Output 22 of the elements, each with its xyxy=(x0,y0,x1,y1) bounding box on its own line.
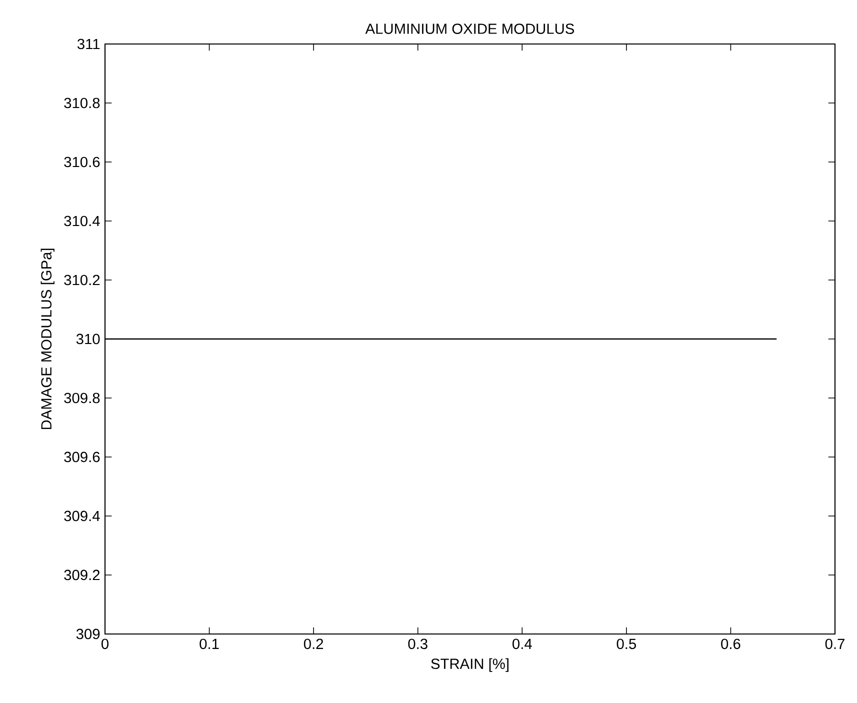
x-tick-label: 0 xyxy=(101,638,108,650)
y-tick-label: 309.2 xyxy=(64,570,100,580)
y-tick-label: 309.6 xyxy=(64,452,100,462)
x-tick-label: 0.2 xyxy=(304,638,324,650)
y-tick-label: 309.8 xyxy=(64,392,100,404)
chart-title: ALUMINIUM OXIDE MODULUS xyxy=(365,24,574,34)
y-tick-label: 310.8 xyxy=(64,98,100,108)
x-tick-label: 0.6 xyxy=(721,638,740,650)
y-tick-label: 310.4 xyxy=(64,216,100,226)
y-tick-label: 310.2 xyxy=(64,274,100,286)
x-axis-title: STRAIN [%] xyxy=(431,658,508,672)
y-tick-label: 310.6 xyxy=(64,156,100,168)
x-tick-label: 0.3 xyxy=(408,638,428,650)
y-tick-label: 310 xyxy=(76,334,100,344)
y-axis-title: DAMAGE MODULUS [GPa] xyxy=(40,248,54,430)
x-tick-label: 0.7 xyxy=(825,638,844,650)
x-tick-label: 0.1 xyxy=(200,638,219,650)
x-tick-label: 0.5 xyxy=(616,638,636,650)
y-tick-label: 309 xyxy=(76,628,100,640)
x-tick-label: 0.4 xyxy=(512,638,532,650)
y-tick-label: 311 xyxy=(77,38,100,50)
y-tick-label: 309.4 xyxy=(64,510,100,522)
